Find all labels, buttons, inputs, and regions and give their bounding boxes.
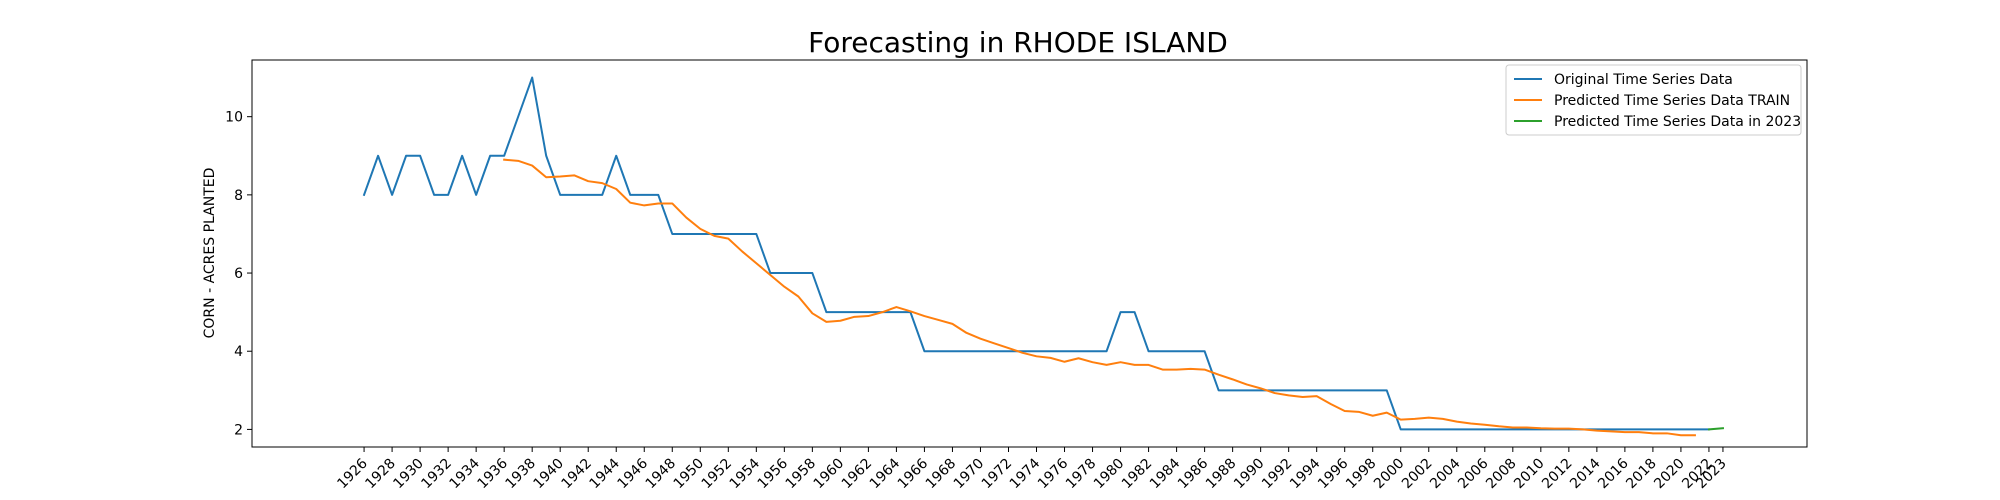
- x-tick-label: 1972: [979, 456, 1016, 493]
- x-tick-label: 1932: [418, 456, 455, 493]
- x-tick-label: 1960: [811, 456, 848, 493]
- legend: Original Time Series Data Predicted Time …: [1505, 64, 1802, 136]
- x-tick-label: 2008: [1483, 456, 1520, 493]
- x-tick-label: 1980: [1091, 456, 1128, 493]
- x-tick-label: 1998: [1343, 456, 1380, 493]
- series-line-1: [362, 76, 1710, 431]
- x-tick-label: 1974: [1007, 455, 1044, 492]
- x-tick-label: 1946: [615, 455, 652, 492]
- x-tick-label: 1934: [446, 455, 483, 492]
- x-tick-label: 1988: [1203, 456, 1240, 493]
- x-tick-label: 1986: [1175, 455, 1212, 492]
- x-tick-label: 2014: [1567, 455, 1604, 492]
- x-tick-label: 1940: [531, 456, 568, 493]
- x-tick-label: 1928: [362, 456, 399, 493]
- chart-title: Forecasting in RHODE ISLAND: [808, 26, 1228, 59]
- legend-label-2: Predicted Time Series Data TRAIN: [1554, 93, 1790, 109]
- y-tick-label: 2: [234, 422, 243, 438]
- x-tick-label: 1942: [559, 456, 596, 493]
- x-tick-label: 1990: [1231, 456, 1268, 493]
- y-tick-label: 6: [234, 266, 243, 282]
- x-tick-label: 1994: [1287, 455, 1324, 492]
- x-tick-label: 2020: [1651, 456, 1688, 493]
- y-tick-label: 4: [234, 344, 243, 360]
- x-tick-label: 1970: [951, 456, 988, 493]
- y-axis-label: CORN - ACRES PLANTED: [202, 168, 218, 339]
- x-tick-label: 1982: [1119, 456, 1156, 493]
- x-tick-label: 1984: [1147, 455, 1184, 492]
- legend-label-3: Predicted Time Series Data in 2023: [1554, 114, 1801, 130]
- y-axis: 2 4 6 8 10: [225, 110, 252, 438]
- axes-frame: [251, 59, 1808, 448]
- x-tick-label: 1944: [587, 455, 624, 492]
- x-tick-label: 1950: [671, 456, 708, 493]
- x-tick-label: 1966: [895, 455, 932, 492]
- x-tick-label: 1936: [474, 455, 511, 492]
- legend-items: Original Time Series Data Predicted Time …: [1514, 72, 1801, 130]
- x-tick-label: 1976: [1035, 455, 1072, 492]
- legend-box: [1505, 64, 1802, 136]
- series-line-2: [503, 158, 1696, 437]
- x-tick-label: 2000: [1371, 456, 1408, 493]
- x-tick-label: 2004: [1427, 455, 1464, 492]
- x-tick-label: 2012: [1539, 456, 1576, 493]
- series-line-3: [1707, 427, 1725, 431]
- x-tick-label: 1956: [755, 455, 792, 492]
- series-layer: [362, 76, 1725, 437]
- x-tick-label: 2018: [1623, 456, 1660, 493]
- x-tick-label: 1962: [839, 456, 876, 493]
- x-tick-label: 1992: [1259, 456, 1296, 493]
- x-tick-label: 2010: [1511, 456, 1548, 493]
- x-tick-label: 1938: [502, 456, 539, 493]
- x-tick-label: 1930: [390, 456, 427, 493]
- x-tick-label: 1968: [923, 456, 960, 493]
- x-tick-label: 1996: [1315, 455, 1352, 492]
- x-tick-label: 1958: [783, 456, 820, 493]
- x-axis: 1926192819301932193419361938194019421944…: [334, 447, 1730, 493]
- x-tick-label: 2006: [1455, 455, 1492, 492]
- x-tick-label: 1978: [1063, 456, 1100, 493]
- y-tick-label: 8: [234, 188, 243, 204]
- x-tick-label: 1948: [643, 456, 680, 493]
- legend-label-1: Original Time Series Data: [1554, 72, 1733, 88]
- x-tick-label: 1964: [867, 455, 904, 492]
- x-tick-label: 1954: [727, 455, 764, 492]
- x-tick-label: 2016: [1595, 455, 1632, 492]
- x-tick-label: 1952: [699, 456, 736, 493]
- x-tick-label: 2002: [1399, 456, 1436, 493]
- y-tick-label: 10: [225, 110, 243, 126]
- x-tick-label: 1926: [334, 455, 371, 492]
